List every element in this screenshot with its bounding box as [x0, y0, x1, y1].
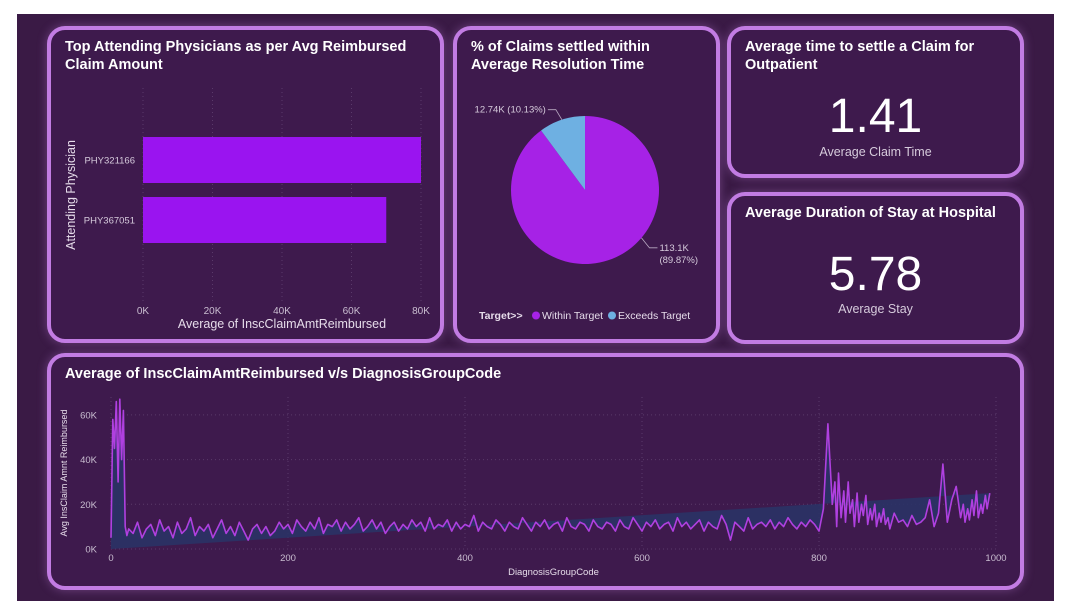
dashboard: Top Attending Physicians as per Avg Reim… — [17, 14, 1054, 601]
pie-legend-label: Within Target — [542, 310, 603, 322]
kpi-claim-label: Average Claim Time — [819, 145, 932, 159]
kpi-stay-title: Average Duration of Stay at Hospital — [745, 205, 996, 221]
line-x-tick-label: 800 — [811, 553, 827, 564]
kpi-stay-value: 5.78 — [828, 248, 923, 301]
pie-slice — [541, 116, 585, 190]
pie-legend-title: Target>> — [479, 310, 523, 322]
line-area — [111, 399, 990, 549]
bar — [143, 137, 421, 183]
line-chart: 0K 20K 40K 60K 0 200 400 600 800 1000 DiagnosisGro… — [59, 397, 1007, 578]
line-x-tick-label: 400 — [457, 553, 473, 564]
line-chart-title: Average of InscClaimAmtReimbursed v/s Di… — [65, 366, 502, 382]
kpi-claim-title: Average time to settle a Claim for Outpa… — [745, 39, 975, 73]
pie-legend-label: Exceeds Target — [618, 310, 690, 322]
pie-data-label: 113.1K — [659, 243, 689, 254]
line-x-tick-label: 200 — [280, 553, 296, 564]
bar-chart: 0K 20K 40K 60K 80K PHY321166 PHY367051 Average … — [64, 88, 430, 331]
line-series — [110, 398, 991, 541]
pie-legend-marker — [608, 311, 616, 320]
pie-data-label: (89.87%) — [659, 255, 698, 266]
bar — [143, 197, 387, 243]
pie-leader-line — [547, 109, 563, 120]
bar-category-label: PHY321166 — [84, 156, 135, 167]
bar-x-tick-label: 20K — [204, 306, 222, 317]
line-x-tick-label: 1000 — [985, 553, 1006, 564]
bar-x-axis-title: Average of InscClaimAmtReimbursed — [178, 317, 386, 331]
bar-x-tick-label: 0K — [137, 306, 150, 317]
kpi-claim-value: 1.41 — [828, 90, 923, 143]
bar-x-tick-label: 80K — [412, 306, 430, 317]
line-y-tick-label: 20K — [80, 500, 98, 511]
line-x-tick-label: 0 — [108, 553, 113, 564]
bar-chart-title: Top Attending Physicians as per Avg Reim… — [65, 39, 407, 73]
line-chart-card[interactable]: Average of InscClaimAmtReimbursed v/s Di… — [47, 353, 1024, 590]
kpi-stay-label: Average Stay — [838, 302, 913, 316]
pie-chart-title: % of Claims settled within Average Resol… — [471, 39, 650, 73]
bar-chart-card[interactable]: Top Attending Physicians as per Avg Reim… — [47, 26, 444, 343]
kpi-stay-card[interactable]: Average Duration of Stay at Hospital 5.7… — [727, 192, 1024, 344]
line-y-tick-label: 40K — [80, 455, 98, 466]
bar-y-axis-title: Attending Physician — [64, 140, 78, 250]
pie-chart: 113.1K(89.87%) 12.74K (10.13%) Target>> Wit… — [475, 105, 698, 322]
pie-data-label: 12.74K (10.13%) — [475, 105, 546, 116]
bar-x-tick-label: 40K — [273, 306, 291, 317]
line-y-tick-label: 60K — [80, 410, 98, 421]
line-x-axis-title: DiagnosisGroupCode — [508, 567, 599, 578]
pie-chart-card[interactable]: % of Claims settled within Average Resol… — [453, 26, 720, 343]
pie-leader-line — [641, 237, 658, 249]
bar-category-label: PHY367051 — [84, 216, 135, 227]
pie-legend-marker — [532, 311, 540, 320]
kpi-claim-card[interactable]: Average time to settle a Claim for Outpa… — [727, 26, 1024, 178]
line-y-tick-label: 0K — [85, 545, 97, 556]
line-y-axis-title: Avg InsClaim Amnt Reimbursed — [59, 410, 69, 537]
bar-x-tick-label: 60K — [343, 306, 361, 317]
line-x-tick-label: 600 — [634, 553, 650, 564]
